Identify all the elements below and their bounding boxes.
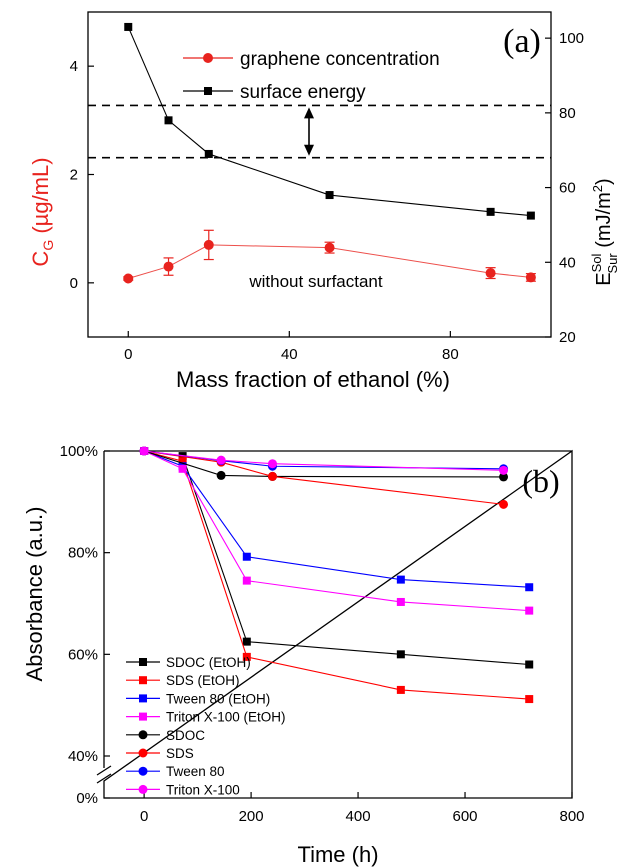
series-line xyxy=(144,450,504,470)
x-tick-label: 400 xyxy=(346,808,371,825)
legend-marker xyxy=(139,676,147,685)
data-point xyxy=(396,575,405,584)
legend-marker xyxy=(138,766,148,776)
series-line xyxy=(144,450,504,505)
data-point xyxy=(216,455,226,465)
data-point xyxy=(396,650,405,659)
legend-marker xyxy=(139,694,147,703)
data-point xyxy=(242,576,251,585)
data-point xyxy=(396,597,405,606)
data-point xyxy=(123,273,134,284)
y-tick-label: 60% xyxy=(68,646,98,663)
data-point xyxy=(267,471,277,481)
series-line xyxy=(144,450,504,471)
y-left-tick-label: 4 xyxy=(70,58,78,75)
range-arrow xyxy=(304,107,314,156)
panel-a: 0 40 80 0 2 4 20 40 60 80 100 graphene concentrati… xyxy=(28,11,620,392)
x-tick-label: 0 xyxy=(124,346,132,363)
y-left-tick-label: 2 xyxy=(70,167,78,184)
data-point xyxy=(325,191,334,200)
legend-marker xyxy=(204,87,212,95)
y-tick-label: 100% xyxy=(60,443,98,460)
data-point xyxy=(204,149,213,158)
legend-label: SDOC xyxy=(166,728,205,743)
panel-b-label: (b) xyxy=(522,463,559,499)
data-point xyxy=(525,606,534,615)
series-line xyxy=(127,26,531,217)
y-right-tick-label: 80 xyxy=(559,105,576,122)
legend-marker xyxy=(138,730,148,740)
y-right-tick-label: 40 xyxy=(559,254,576,271)
data-point xyxy=(499,465,509,475)
data-point xyxy=(242,652,251,661)
y-tick-label: 0% xyxy=(76,790,98,807)
data-point xyxy=(242,552,251,561)
series-line xyxy=(144,450,530,666)
panel-b-ylabel: Absorbance (a.u.) xyxy=(22,507,47,682)
legend-marker xyxy=(138,784,148,794)
legend-label: SDS (EtOH) xyxy=(166,673,240,688)
data-point xyxy=(203,239,214,250)
y-right-tick-label: 60 xyxy=(559,180,576,197)
legend-label: SDOC (EtOH) xyxy=(166,655,251,670)
x-tick-label: 800 xyxy=(559,808,584,825)
y-tick-label: 40% xyxy=(68,748,98,765)
data-point xyxy=(396,685,405,694)
panel-a-ylabel-right: ESolSur (mJ/m2) xyxy=(589,178,620,285)
series-line xyxy=(128,244,531,279)
x-tick-label: 0 xyxy=(140,808,148,825)
data-point xyxy=(324,242,335,253)
legend-label: Tween 80 (EtOH) xyxy=(166,691,270,706)
axis-break-mark xyxy=(96,773,112,784)
data-point xyxy=(485,268,496,279)
data-point xyxy=(163,261,174,272)
data-point xyxy=(242,637,251,646)
data-point xyxy=(525,272,536,283)
data-point xyxy=(178,457,187,466)
legend-label: Tween 80 xyxy=(166,764,225,779)
x-tick-label: 600 xyxy=(453,808,478,825)
legend-label: SDS xyxy=(166,746,194,761)
data-point xyxy=(216,470,226,480)
data-point xyxy=(486,207,495,216)
x-tick-label: 80 xyxy=(442,346,459,363)
legend-marker xyxy=(139,712,147,721)
legend-marker xyxy=(138,748,148,758)
legend-label: Triton X-100 xyxy=(166,782,240,797)
y-tick-label: 80% xyxy=(68,545,98,562)
data-point xyxy=(525,660,534,669)
data-point xyxy=(526,211,535,220)
series-line xyxy=(143,450,504,478)
data-point xyxy=(124,22,133,31)
data-point xyxy=(139,446,149,456)
data-point xyxy=(499,499,509,509)
series-line xyxy=(143,450,530,612)
y-right-tick-label: 20 xyxy=(559,329,576,346)
y-right-tick-label: 100 xyxy=(559,30,584,47)
panel-a-xlabel: Mass fraction of ethanol (%) xyxy=(176,367,450,392)
data-point xyxy=(525,583,534,592)
data-point xyxy=(499,472,509,482)
panel-a-ylabel-left: CG (µg/mL) xyxy=(28,157,56,266)
legend-marker xyxy=(139,658,147,666)
axis-break-mark xyxy=(96,765,112,776)
x-tick-label: 40 xyxy=(281,346,298,363)
panel-b: 0 200 400 600 800 0% 40% 60% 80% 100% SDOC (EtOH)… xyxy=(22,443,585,867)
panel-a-annotation: without surfactant xyxy=(248,272,383,291)
x-tick-label: 200 xyxy=(239,808,264,825)
data-point xyxy=(178,464,187,473)
legend-marker xyxy=(203,53,213,63)
data-point xyxy=(525,695,534,704)
legend-label: Triton X-100 (EtOH) xyxy=(166,710,286,725)
data-point xyxy=(267,459,277,469)
legend-label: surface energy xyxy=(240,82,366,103)
y-left-tick-label: 0 xyxy=(70,275,78,292)
panel-b-xlabel: Time (h) xyxy=(297,842,378,867)
legend-label: graphene concentration xyxy=(240,49,440,70)
data-point xyxy=(164,116,173,125)
panel-a-label: (a) xyxy=(503,23,541,60)
